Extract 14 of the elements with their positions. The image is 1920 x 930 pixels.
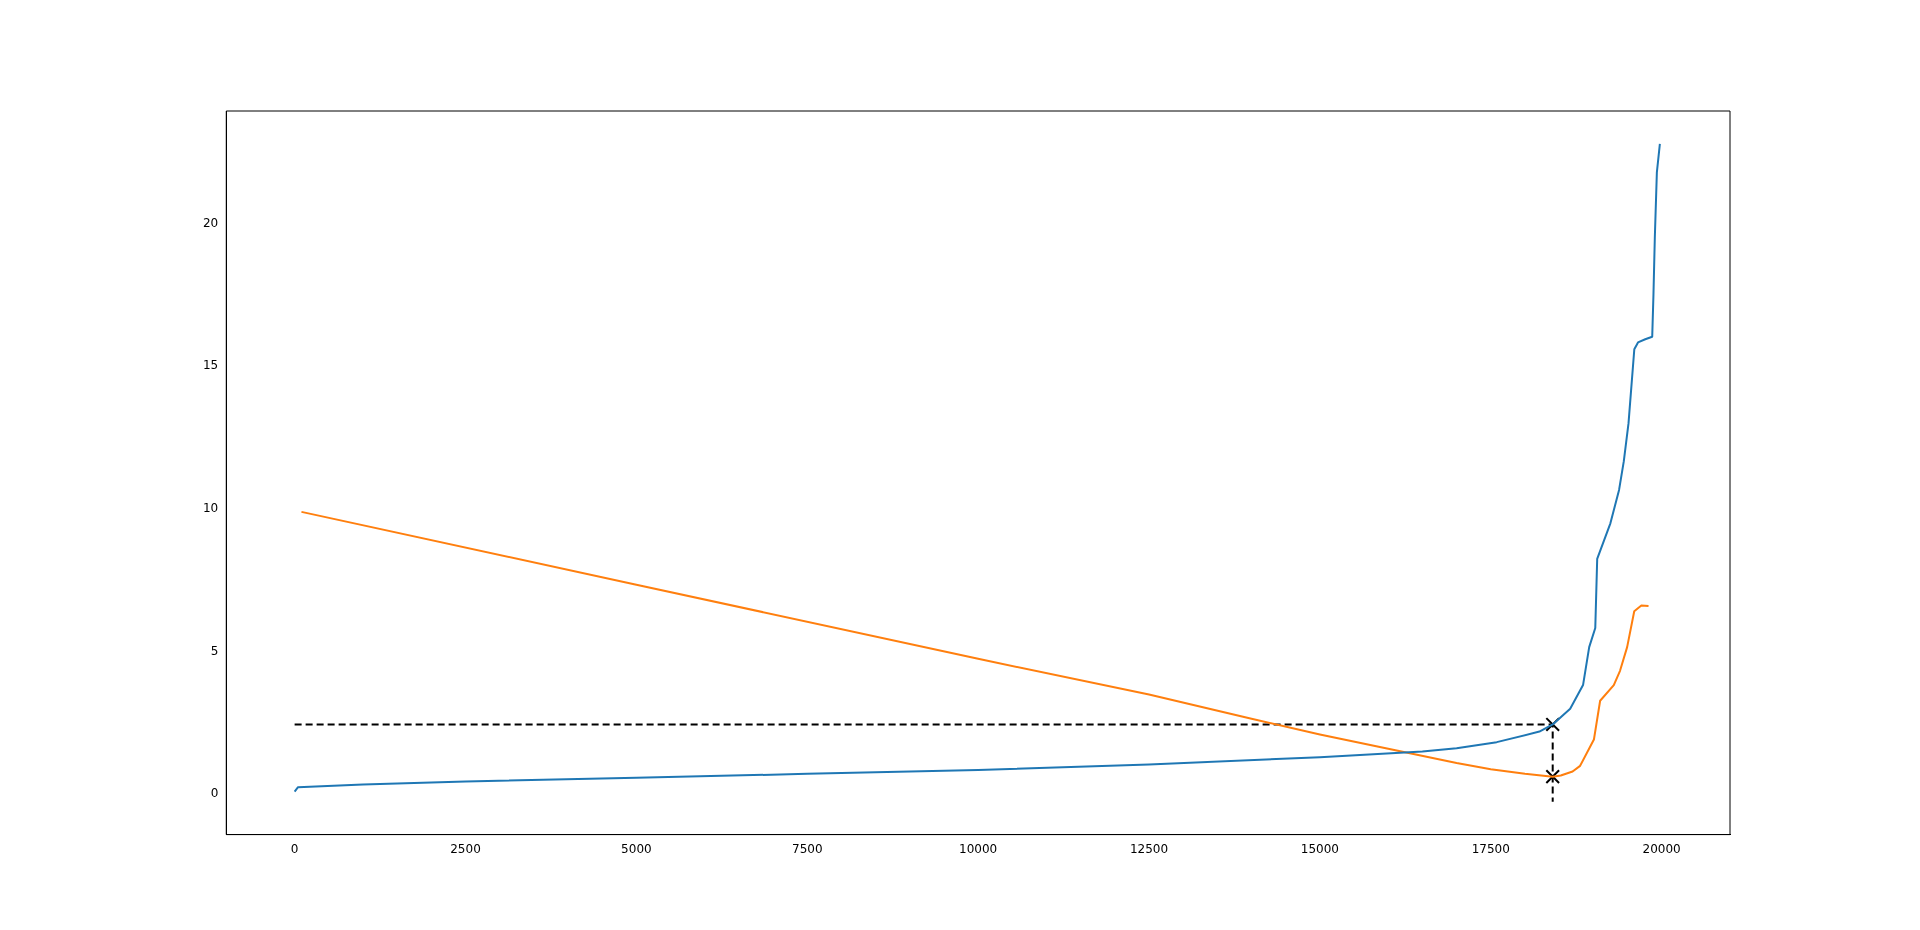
- x-tick-label: 20000: [1642, 841, 1681, 856]
- x-tick-label: 15000: [1300, 841, 1339, 856]
- x-tick-label: 12500: [1129, 841, 1169, 856]
- y-tick-label: 5: [210, 643, 219, 658]
- x-tick-label: 7500: [791, 841, 823, 856]
- x-tick-label: 5000: [621, 841, 652, 856]
- x-tick-label: 2500: [450, 841, 481, 856]
- y-tick-label: 20: [202, 215, 219, 230]
- x-tick-label: 0: [290, 841, 299, 856]
- y-tick-label: 0: [210, 786, 219, 801]
- x-tick-label: 10000: [959, 841, 998, 856]
- y-tick-label: 15: [202, 358, 219, 373]
- x-tick-label: 17500: [1471, 841, 1510, 856]
- y-tick-label: 10: [202, 501, 219, 516]
